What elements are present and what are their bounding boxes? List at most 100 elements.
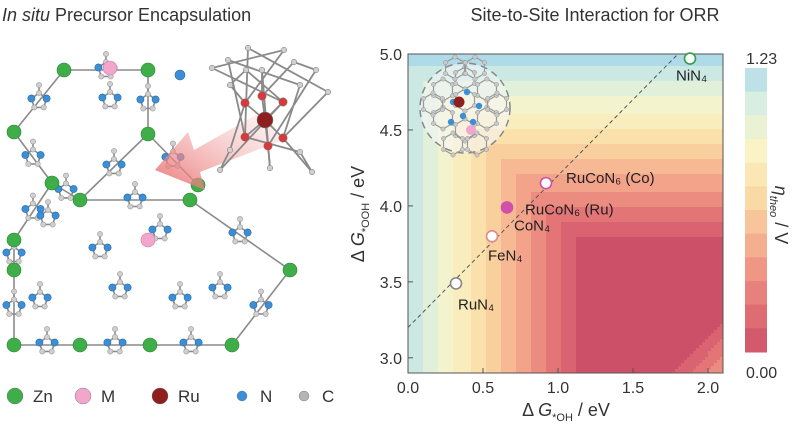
- inset-carbon: [504, 107, 509, 112]
- zinc-atom: [6, 232, 22, 248]
- zinc-atom: [56, 62, 72, 78]
- inset-nitrogen: [463, 88, 471, 96]
- nitrogen-atom: [36, 151, 45, 159]
- zinc-atom: [6, 262, 22, 278]
- nitrogen-atom: [50, 338, 59, 347]
- carbon-atom: [172, 303, 179, 310]
- nitrogen-atom: [243, 228, 252, 237]
- legend-swatch: [74, 387, 92, 405]
- carbon-atom: [312, 66, 320, 74]
- zinc-atom: [140, 126, 156, 142]
- carbon-atom: [258, 66, 266, 74]
- carbon-atom: [15, 311, 22, 317]
- bond: [247, 47, 329, 93]
- carbon-atom: [117, 271, 123, 277]
- nitrogen-atom: [102, 160, 111, 169]
- y-tick-label: 3.0: [380, 351, 402, 368]
- bond: [13, 131, 53, 184]
- data-point-label: RuCoN₆ (Ru): [525, 201, 614, 218]
- carbon-atom: [208, 64, 216, 72]
- carbon-atom: [237, 216, 243, 222]
- carbon-atom: [6, 258, 13, 265]
- inset-nitrogen: [459, 112, 467, 120]
- inset-carbon: [453, 92, 458, 97]
- carbon-atom: [31, 104, 38, 111]
- nitrogen-atom: [118, 338, 127, 347]
- data-point: [683, 52, 697, 65]
- carbon-atom: [266, 164, 274, 172]
- bond: [189, 199, 291, 271]
- zinc-atom: [72, 192, 88, 208]
- carbon-atom: [107, 89, 113, 95]
- nitrogen-atom: [103, 338, 112, 347]
- bond: [79, 133, 149, 201]
- y-tick-label: 5.0: [380, 47, 402, 64]
- colorbar-band: [745, 210, 767, 235]
- nitrogen-atom: [51, 211, 60, 220]
- inset-carbon: [431, 82, 436, 87]
- zinc-atom: [282, 262, 298, 278]
- carbon-atom: [111, 148, 117, 154]
- nitrogen-atom: [168, 293, 177, 302]
- y-tick-label: 3.5: [380, 275, 402, 292]
- carbon-atom: [25, 161, 32, 167]
- bond: [231, 269, 291, 346]
- oxygen-atom: [240, 98, 250, 108]
- inset-carbon: [443, 71, 448, 76]
- carbon-atom: [32, 303, 39, 310]
- nitrogen-atom: [103, 243, 112, 252]
- data-point-label: CoN₄: [514, 217, 550, 234]
- inset-carbon: [440, 107, 445, 112]
- data-point: [449, 277, 463, 290]
- data-point-label: RuCoN₆ (Co): [566, 170, 655, 187]
- y-tick-label: 4.5: [380, 123, 402, 140]
- ru-atom: [256, 111, 274, 129]
- nitrogen-atom: [36, 205, 45, 213]
- carbon-atom: [280, 46, 288, 54]
- nitrogen-atom: [35, 338, 44, 347]
- inset-carbon: [484, 126, 490, 132]
- inset-carbon: [475, 110, 480, 115]
- nitrogen-atom: [98, 93, 107, 102]
- nitrogen-atom: [94, 63, 103, 72]
- bond: [293, 61, 317, 71]
- carbon-atom: [30, 200, 36, 207]
- oxygen-atom: [278, 133, 288, 143]
- bond: [229, 102, 246, 151]
- nitrogen-atom: [183, 293, 192, 302]
- metal-atom: [102, 60, 118, 76]
- inset-carbon: [441, 136, 446, 141]
- carbon-atom: [48, 348, 55, 355]
- carbon-atom: [40, 221, 47, 228]
- inset-carbon: [421, 96, 426, 101]
- carbon-atom: [170, 140, 176, 147]
- colorbar-band: [745, 162, 767, 187]
- carbon-atom: [136, 203, 143, 210]
- bond: [245, 69, 284, 103]
- left-panel-title: In situ Precursor Encapsulation: [2, 5, 251, 25]
- x-tick-label: 2.0: [697, 380, 719, 397]
- carbon-atom: [149, 105, 156, 112]
- carbon-atom: [6, 311, 13, 317]
- data-point-label: FeN₄: [488, 247, 522, 264]
- carbon-atom: [237, 224, 243, 230]
- carbon-atom: [177, 289, 183, 295]
- nitrogen-atom: [17, 248, 26, 257]
- carbon-atom: [97, 239, 103, 245]
- nitrogen-atom: [151, 95, 160, 104]
- inset-carbon: [460, 147, 465, 152]
- colorbar-max-label: 1.23: [746, 51, 777, 68]
- carbon-atom: [127, 203, 134, 210]
- zinc-atom: [72, 337, 88, 353]
- carbon-atom: [11, 296, 17, 303]
- colorbar-band: [745, 186, 767, 211]
- oxygen-atom: [257, 91, 267, 101]
- inset-carbon: [484, 76, 490, 82]
- x-axis-label: Δ G*OH / eV: [522, 400, 610, 424]
- carbon-atom: [58, 195, 65, 201]
- carbon-atom: [258, 296, 264, 303]
- colorbar-min-label: 0.00: [746, 365, 777, 382]
- nitrogen-atom: [123, 283, 132, 292]
- inset-carbon: [450, 152, 456, 158]
